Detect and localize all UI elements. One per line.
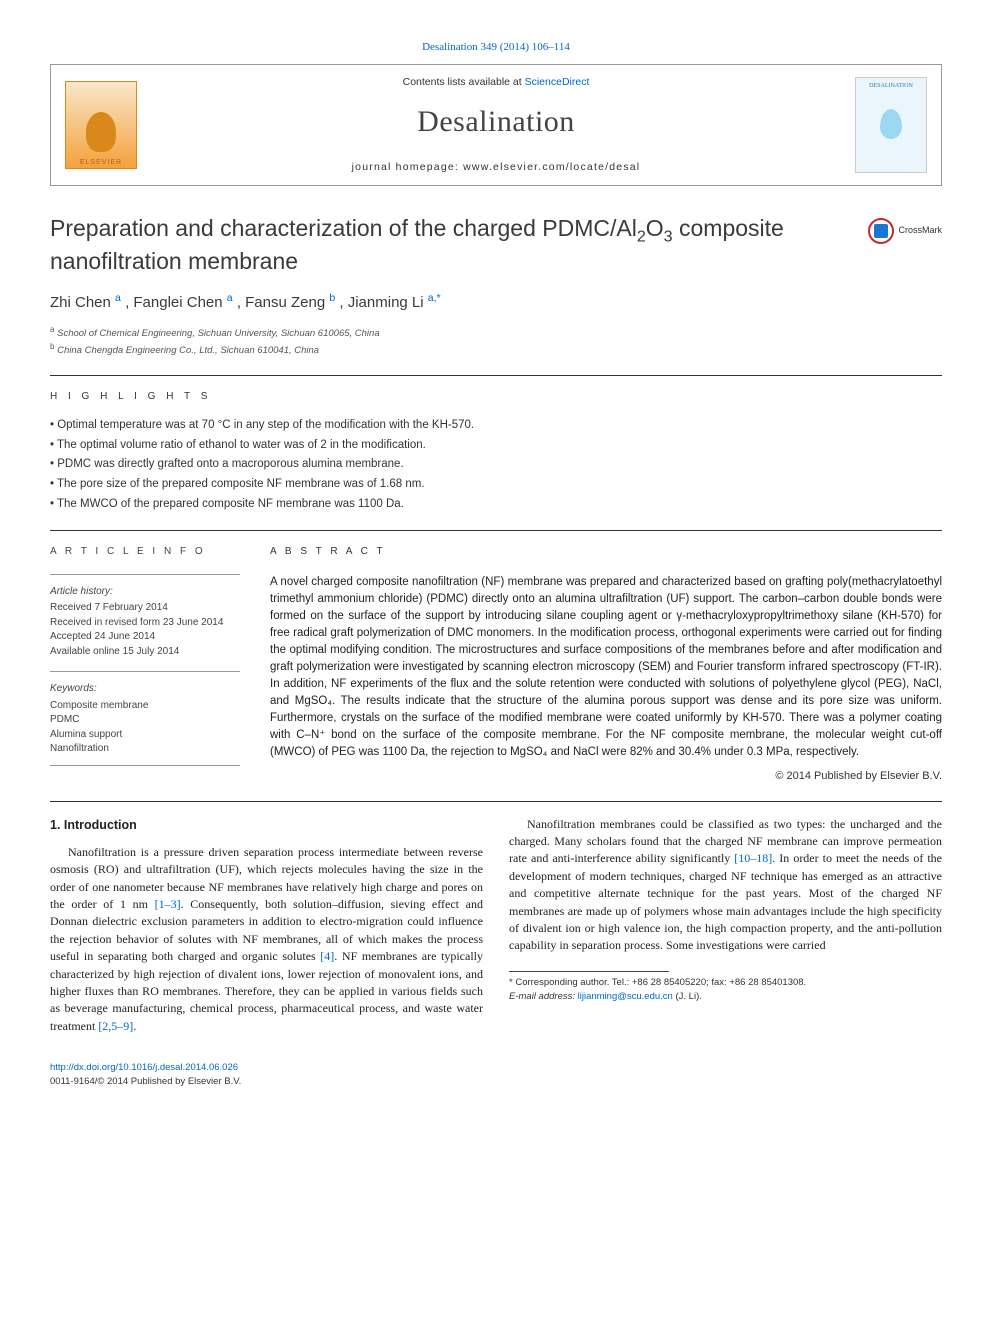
cover-label: DESALINATION	[869, 82, 913, 91]
article-info: A R T I C L E I N F O Article history: R…	[50, 545, 240, 785]
journal-name: Desalination	[137, 100, 855, 144]
keyword: PDMC	[50, 713, 240, 728]
body-text: 1. Introduction Nanofiltration is a pres…	[50, 816, 942, 1035]
elsevier-label: ELSEVIER	[80, 158, 122, 168]
article-info-heading: A R T I C L E I N F O	[50, 545, 240, 560]
keyword: Composite membrane	[50, 699, 240, 714]
intro-para-1: Nanofiltration is a pressure driven sepa…	[50, 844, 483, 1035]
keywords-heading: Keywords:	[50, 682, 240, 697]
highlight-item: • The optimal volume ratio of ethanol to…	[50, 436, 942, 456]
cover-drop-icon	[880, 109, 902, 139]
cite-4[interactable]: [4]	[320, 949, 334, 963]
crossmark-widget[interactable]: CrossMark	[868, 218, 942, 244]
crossmark-label: CrossMark	[898, 224, 942, 237]
journal-header: ELSEVIER Contents lists available at Sci…	[50, 64, 942, 186]
highlight-item: • PDMC was directly grafted onto a macro…	[50, 455, 942, 475]
issn-line: 0011-9164/© 2014 Published by Elsevier B…	[50, 1075, 942, 1089]
date-received: Received 7 February 2014	[50, 601, 240, 616]
contents-line: Contents lists available at ScienceDirec…	[137, 75, 855, 90]
doi-link[interactable]: http://dx.doi.org/10.1016/j.desal.2014.0…	[50, 1062, 238, 1073]
email-label: E-mail address:	[509, 991, 578, 1002]
author-2-aff[interactable]: a	[227, 292, 233, 304]
article-title: Preparation and characterization of the …	[50, 214, 848, 277]
sciencedirect-link[interactable]: ScienceDirect	[525, 76, 590, 88]
affiliations: a School of Chemical Engineering, Sichua…	[50, 324, 942, 359]
footnote-rule	[509, 971, 669, 972]
abstract-text: A novel charged composite nanofiltration…	[270, 574, 942, 761]
title-sub1: 2	[637, 227, 646, 245]
history-heading: Article history:	[50, 585, 240, 600]
p1d: .	[133, 1019, 136, 1033]
author-4-aff[interactable]: a,	[428, 292, 437, 304]
email-tail: (J. Li).	[673, 991, 702, 1002]
highlight-item: • Optimal temperature was at 70 °C in an…	[50, 416, 942, 436]
corresponding-footnote: * Corresponding author. Tel.: +86 28 854…	[509, 976, 942, 1005]
highlights-heading: H I G H L I G H T S	[50, 390, 942, 405]
affil-b: China Chengda Engineering Co., Ltd., Sic…	[54, 346, 319, 357]
contents-prefix: Contents lists available at	[403, 76, 525, 88]
citation-link[interactable]: Desalination 349 (2014) 106–114	[50, 40, 942, 56]
title-mid: O	[646, 215, 664, 241]
cite-10-18[interactable]: [10–18]	[734, 851, 772, 865]
intro-para-2: Nanofiltration membranes could be classi…	[509, 816, 942, 955]
abstract-copyright: © 2014 Published by Elsevier B.V.	[270, 769, 942, 785]
date-online: Available online 15 July 2014	[50, 645, 240, 660]
corr-line: * Corresponding author. Tel.: +86 28 854…	[509, 976, 942, 990]
intro-heading: 1. Introduction	[50, 816, 483, 834]
rule-2	[50, 530, 942, 531]
highlights-list: • Optimal temperature was at 70 °C in an…	[50, 416, 942, 514]
highlight-item: • The MWCO of the prepared composite NF …	[50, 495, 942, 515]
homepage-url[interactable]: www.elsevier.com/locate/desal	[463, 161, 640, 173]
rule-3	[50, 801, 942, 802]
affil-a: School of Chemical Engineering, Sichuan …	[54, 328, 379, 339]
rule-1	[50, 375, 942, 376]
author-4-corr[interactable]: *	[437, 292, 441, 304]
author-2: , Fanglei Chen	[125, 294, 227, 311]
journal-homepage: journal homepage: www.elsevier.com/locat…	[137, 160, 855, 175]
author-1: Zhi Chen	[50, 294, 115, 311]
title-pre: Preparation and characterization of the …	[50, 215, 637, 241]
author-4: , Jianming Li	[339, 294, 427, 311]
cite-1-3[interactable]: [1–3]	[155, 897, 181, 911]
abstract-heading: A B S T R A C T	[270, 545, 942, 560]
highlight-item: • The pore size of the prepared composit…	[50, 475, 942, 495]
elsevier-tree-icon	[86, 112, 116, 152]
homepage-prefix: journal homepage:	[352, 161, 464, 173]
author-3-aff[interactable]: b	[329, 292, 335, 304]
date-revised: Received in revised form 23 June 2014	[50, 616, 240, 631]
elsevier-logo: ELSEVIER	[65, 81, 137, 169]
p2b: . In order to meet the needs of the deve…	[509, 851, 942, 952]
author-3: , Fansu Zeng	[237, 294, 330, 311]
journal-cover-thumb: DESALINATION	[855, 77, 927, 173]
date-accepted: Accepted 24 June 2014	[50, 630, 240, 645]
keyword: Alumina support	[50, 728, 240, 743]
page-footer: http://dx.doi.org/10.1016/j.desal.2014.0…	[50, 1061, 942, 1089]
author-list: Zhi Chen a , Fanglei Chen a , Fansu Zeng…	[50, 291, 942, 314]
author-1-aff[interactable]: a	[115, 292, 121, 304]
title-sub2: 3	[664, 227, 673, 245]
email-link[interactable]: lijianming@scu.edu.cn	[578, 991, 673, 1002]
keyword: Nanofiltration	[50, 742, 240, 757]
crossmark-icon	[868, 218, 894, 244]
cite-2-5-9[interactable]: [2,5–9]	[98, 1019, 133, 1033]
